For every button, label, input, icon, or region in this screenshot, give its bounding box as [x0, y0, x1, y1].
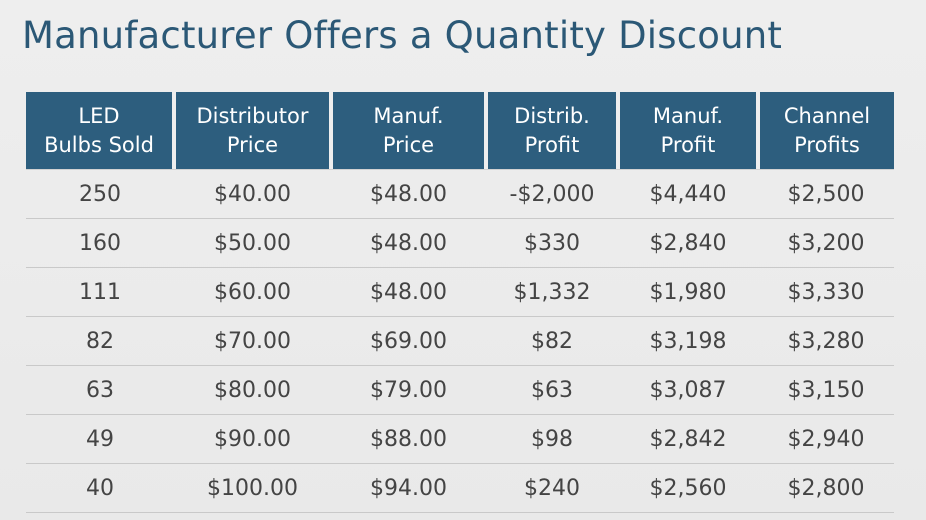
header-line: Channel	[783, 103, 871, 128]
table-row: 49 $90.00 $88.00 $98 $2,842 $2,940	[26, 415, 894, 464]
slide-title: Manufacturer Offers a Quantity Discount	[22, 14, 783, 57]
cell-distrib-profit: $1,332	[486, 268, 618, 317]
cell-distributor-price: $80.00	[174, 366, 331, 415]
header-line: Price	[226, 132, 279, 157]
header-channel-profits: Channel Profits	[758, 92, 894, 169]
header-line: Manuf.	[373, 103, 444, 128]
cell-channel-profits: $3,280	[758, 317, 894, 366]
header-line: LED	[78, 103, 120, 128]
cell-manuf-price: $94.00	[331, 464, 486, 513]
cell-bulbs-sold: 250	[26, 169, 174, 219]
cell-manuf-profit: $3,087	[618, 366, 758, 415]
cell-manuf-price: $79.00	[331, 366, 486, 415]
cell-manuf-profit: $4,440	[618, 169, 758, 219]
header-line: Profit	[660, 132, 716, 157]
table-row: 40 $100.00 $94.00 $240 $2,560 $2,800	[26, 464, 894, 513]
cell-manuf-profit: $3,198	[618, 317, 758, 366]
header-manuf-price: Manuf. Price	[331, 92, 486, 169]
cell-distributor-price: $60.00	[174, 268, 331, 317]
header-line: Distrib.	[514, 103, 590, 128]
header-line: Profit	[524, 132, 580, 157]
cell-bulbs-sold: 40	[26, 464, 174, 513]
table-header-row: LED Bulbs Sold Distributor Price Manuf. …	[26, 92, 894, 169]
cell-bulbs-sold: 82	[26, 317, 174, 366]
cell-channel-profits: $2,800	[758, 464, 894, 513]
table-row: 250 $40.00 $48.00 -$2,000 $4,440 $2,500	[26, 169, 894, 219]
cell-manuf-profit: $1,980	[618, 268, 758, 317]
cell-manuf-price: $88.00	[331, 415, 486, 464]
cell-channel-profits: $2,940	[758, 415, 894, 464]
cell-manuf-price: $48.00	[331, 169, 486, 219]
cell-manuf-profit: $2,842	[618, 415, 758, 464]
cell-bulbs-sold: 49	[26, 415, 174, 464]
table-row: 63 $80.00 $79.00 $63 $3,087 $3,150	[26, 366, 894, 415]
header-distributor-price: Distributor Price	[174, 92, 331, 169]
cell-manuf-profit: $2,560	[618, 464, 758, 513]
header-manuf-profit: Manuf. Profit	[618, 92, 758, 169]
cell-manuf-price: $48.00	[331, 268, 486, 317]
cell-distrib-profit: $63	[486, 366, 618, 415]
cell-channel-profits: $3,330	[758, 268, 894, 317]
cell-distributor-price: $100.00	[174, 464, 331, 513]
cell-distributor-price: $70.00	[174, 317, 331, 366]
cell-manuf-price: $48.00	[331, 219, 486, 268]
header-line: Price	[382, 132, 435, 157]
cell-channel-profits: $2,500	[758, 169, 894, 219]
cell-distributor-price: $90.00	[174, 415, 331, 464]
table-row: 160 $50.00 $48.00 $330 $2,840 $3,200	[26, 219, 894, 268]
cell-bulbs-sold: 111	[26, 268, 174, 317]
cell-distrib-profit: $330	[486, 219, 618, 268]
quantity-discount-table: LED Bulbs Sold Distributor Price Manuf. …	[26, 92, 894, 513]
cell-manuf-profit: $2,840	[618, 219, 758, 268]
header-line: Distributor	[196, 103, 309, 128]
header-line: Profits	[794, 132, 860, 157]
cell-bulbs-sold: 160	[26, 219, 174, 268]
table-row: 82 $70.00 $69.00 $82 $3,198 $3,280	[26, 317, 894, 366]
cell-channel-profits: $3,200	[758, 219, 894, 268]
header-line: Bulbs Sold	[44, 132, 154, 157]
cell-distrib-profit: $82	[486, 317, 618, 366]
cell-distrib-profit: $240	[486, 464, 618, 513]
header-distrib-profit: Distrib. Profit	[486, 92, 618, 169]
header-line: Manuf.	[652, 103, 724, 128]
cell-bulbs-sold: 63	[26, 366, 174, 415]
cell-distributor-price: $40.00	[174, 169, 331, 219]
cell-distrib-profit: $98	[486, 415, 618, 464]
table-row: 111 $60.00 $48.00 $1,332 $1,980 $3,330	[26, 268, 894, 317]
cell-manuf-price: $69.00	[331, 317, 486, 366]
quantity-discount-table-container: LED Bulbs Sold Distributor Price Manuf. …	[26, 92, 894, 513]
cell-channel-profits: $3,150	[758, 366, 894, 415]
cell-distributor-price: $50.00	[174, 219, 331, 268]
header-led-bulbs-sold: LED Bulbs Sold	[26, 92, 174, 169]
cell-distrib-profit: -$2,000	[486, 169, 618, 219]
